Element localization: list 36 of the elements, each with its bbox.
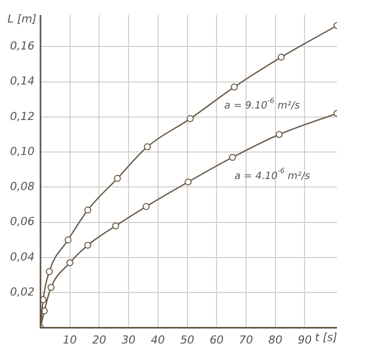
y-tick-label: 0,04 [10,250,34,264]
point [144,143,151,150]
y-axis-title: L [m] [8,12,36,26]
point [276,130,283,138]
y-tick-label: 0,08 [10,180,34,194]
point [142,203,150,210]
point [66,259,74,266]
point [84,242,92,249]
x-tick-label: 20 [92,333,106,346]
point [228,154,236,161]
point [184,178,192,186]
x-tick-label: 90 [298,333,312,346]
point [230,84,238,91]
x-tick-label: 10 [62,333,77,346]
y-tick-label: 0,16 [10,39,34,52]
point [278,54,285,61]
x-tick-label: 70 [238,333,253,346]
x-axis-title: t [s] [315,331,338,344]
y-tick-label: 0,14 [10,74,34,88]
point [64,236,72,244]
y-tick-label: 0,06 [10,215,34,228]
point [48,284,55,291]
point [84,206,92,214]
point [40,296,47,304]
point [112,222,120,230]
x-tick-label: 60 [210,333,224,346]
point [114,174,121,182]
x-tick-label: 40 [150,333,165,346]
x-tick-label: 50 [180,333,194,346]
y-tick-label: 0,10 [10,144,34,158]
x-tick-label: 30 [122,333,136,346]
x-tick-label: 80 [268,333,282,346]
point [186,115,194,122]
y-tick-label: 0,12 [10,110,34,123]
point [46,268,53,276]
y-tick-label: 0,02 [10,286,34,299]
